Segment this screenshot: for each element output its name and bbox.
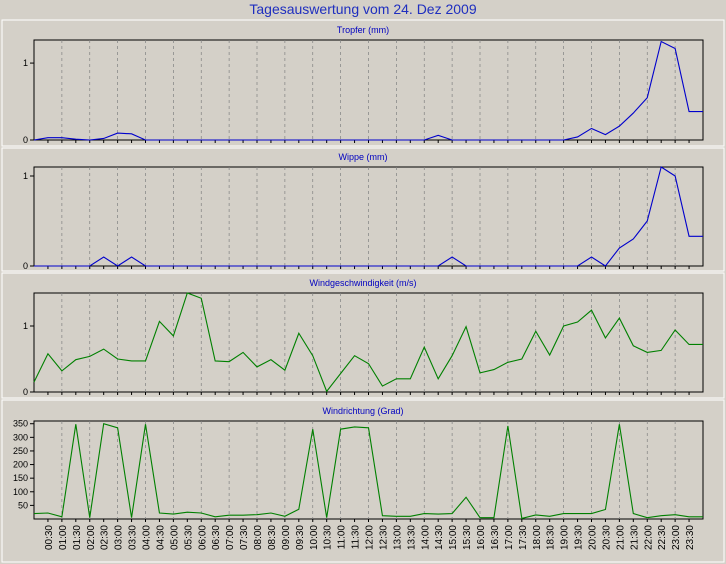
x-tick-label: 19:00 — [560, 525, 571, 550]
y-tick-label: 350 — [13, 419, 28, 429]
x-tick-label: 17:30 — [518, 525, 529, 550]
x-tick-label: 18:00 — [532, 525, 543, 550]
x-tick-label: 04:00 — [142, 525, 153, 550]
series-line — [33, 292, 703, 393]
x-tick-label: 14:00 — [420, 525, 431, 550]
x-tick-label: 16:30 — [490, 525, 501, 550]
x-tick-label: 21:00 — [615, 525, 626, 550]
x-tick-label: 15:30 — [462, 525, 473, 550]
y-tick-label: 250 — [13, 446, 28, 456]
x-tick-label: 23:30 — [685, 525, 696, 550]
x-tick-label: 18:30 — [546, 525, 557, 550]
x-tick-label: 09:30 — [295, 525, 306, 550]
x-tick-label: 21:30 — [629, 525, 640, 550]
panel-title: Tropfer (mm) — [337, 25, 389, 35]
x-tick-label: 17:00 — [504, 525, 515, 550]
series-line — [34, 166, 703, 267]
y-tick-label: 200 — [13, 460, 28, 470]
x-tick-label: 22:00 — [643, 525, 654, 550]
x-tick-label: 11:00 — [337, 525, 348, 550]
x-tick-label: 03:30 — [128, 525, 139, 550]
y-tick-label: 1 — [23, 171, 28, 181]
x-tick-label: 19:30 — [574, 525, 585, 550]
panel-title: Windrichtung (Grad) — [322, 406, 403, 416]
x-tick-label: 02:00 — [86, 525, 97, 550]
y-tick-label: 50 — [18, 500, 28, 510]
x-tick-label: 01:00 — [58, 525, 69, 550]
y-tick-label: 0 — [23, 135, 28, 145]
panel-title: Windgeschwindigkeit (m/s) — [309, 278, 416, 288]
x-tick-label: 12:00 — [365, 525, 376, 550]
x-tick-label: 13:00 — [392, 525, 403, 550]
x-tick-label: 20:00 — [588, 525, 599, 550]
x-tick-label: 03:00 — [114, 525, 125, 550]
x-tick-label: 01:30 — [72, 525, 83, 550]
x-tick-label: 20:30 — [601, 525, 612, 550]
x-tick-label: 02:30 — [100, 525, 111, 550]
x-tick-label: 09:00 — [281, 525, 292, 550]
x-tick-label: 05:00 — [169, 525, 180, 550]
x-tick-label: 10:00 — [309, 525, 320, 550]
x-tick-label: 12:30 — [378, 525, 389, 550]
x-tick-label: 10:30 — [323, 525, 334, 550]
x-tick-label: 14:30 — [434, 525, 445, 550]
x-tick-label: 04:30 — [155, 525, 166, 550]
x-tick-label: 16:00 — [476, 525, 487, 550]
y-tick-label: 0 — [23, 261, 28, 271]
x-tick-label: 08:30 — [267, 525, 278, 550]
y-tick-label: 150 — [13, 473, 28, 483]
x-tick-label: 07:00 — [225, 525, 236, 550]
series-line — [33, 40, 703, 141]
x-tick-label: 05:30 — [183, 525, 194, 550]
y-tick-label: 300 — [13, 432, 28, 442]
series-line — [33, 423, 703, 520]
x-tick-label: 23:00 — [671, 525, 682, 550]
x-tick-label: 00:30 — [44, 525, 55, 550]
x-tick-label: 11:30 — [351, 525, 362, 550]
y-tick-label: 1 — [23, 58, 28, 68]
x-tick-label: 06:00 — [197, 525, 208, 550]
y-tick-label: 1 — [23, 321, 28, 331]
x-tick-label: 13:30 — [406, 525, 417, 550]
x-tick-label: 15:00 — [448, 525, 459, 550]
y-tick-label: 0 — [23, 387, 28, 397]
y-tick-label: 100 — [13, 487, 28, 497]
panel-title: Wippe (mm) — [339, 152, 388, 162]
x-tick-label: 08:00 — [253, 525, 264, 550]
x-tick-label: 07:30 — [239, 525, 250, 550]
chart-title: Tagesauswertung vom 24. Dez 2009 — [249, 1, 477, 17]
x-tick-label: 22:30 — [657, 525, 668, 550]
x-tick-label: 06:30 — [211, 525, 222, 550]
